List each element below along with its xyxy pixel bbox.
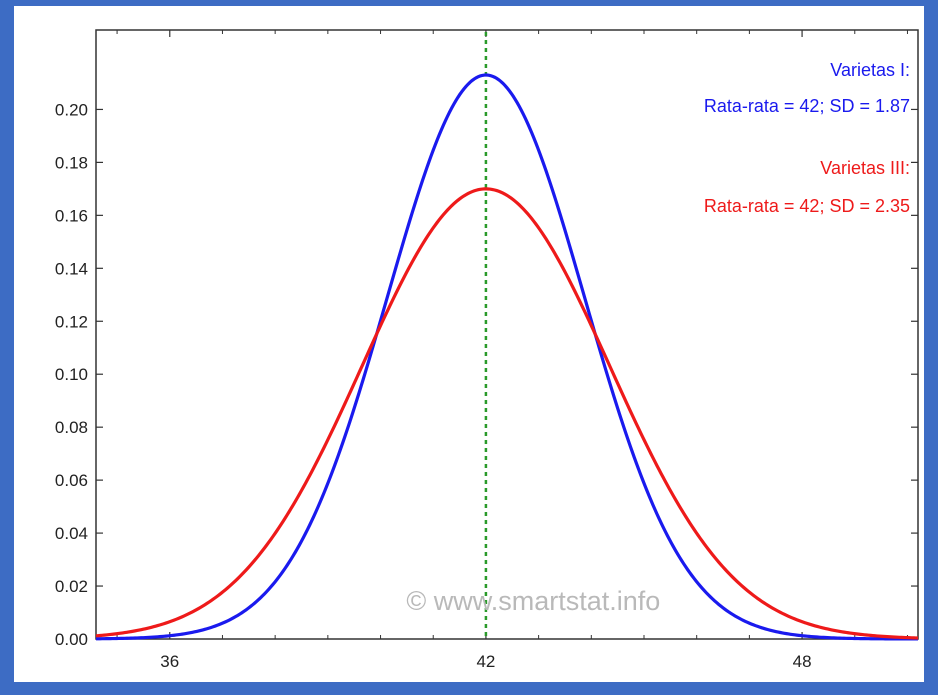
x-tick-label: 48	[793, 652, 812, 671]
legend-annotation-2: Varietas III: Rata-rata = 42; SD = 2.35	[704, 158, 910, 216]
y-tick-label: 0.04	[55, 524, 88, 543]
series-layer	[95, 73, 919, 641]
annotation-1-title: Varietas I:	[830, 60, 910, 80]
x-axis: 36 42 48	[116, 30, 908, 671]
series-line-1	[95, 73, 918, 641]
watermark-text: © www.smartstat.info	[406, 586, 660, 616]
annotation-1-stats: Rata-rata = 42; SD = 1.87	[704, 96, 910, 116]
y-tick-label: 0.20	[55, 100, 88, 119]
y-tick-label: 0.08	[55, 418, 88, 437]
y-tick-label: 0.00	[55, 630, 88, 649]
legend-annotation-1: Varietas I: Rata-rata = 42; SD = 1.87	[704, 60, 910, 116]
y-tick-label: 0.16	[55, 206, 88, 225]
y-tick-label: 0.12	[55, 312, 88, 331]
y-tick-label: 0.10	[55, 365, 88, 384]
y-tick-label: 0.14	[55, 259, 88, 278]
annotation-2-stats: Rata-rata = 42; SD = 2.35	[704, 196, 910, 216]
chart-frame: 0.00 0.02 0.04 0.06 0.08 0.10 0.12 0.14 0.16 0.18…	[14, 6, 924, 682]
annotation-2-title: Varietas III:	[820, 158, 910, 178]
series-line-2	[95, 187, 919, 640]
y-tick-label: 0.06	[55, 471, 88, 490]
y-tick-label: 0.02	[55, 577, 88, 596]
chart: 0.00 0.02 0.04 0.06 0.08 0.10 0.12 0.14 0.16 0.18…	[55, 29, 919, 671]
plot-area	[95, 29, 919, 640]
y-tick-label: 0.18	[55, 153, 88, 172]
x-tick-label: 42	[476, 652, 495, 671]
x-tick-label: 36	[160, 652, 179, 671]
y-axis: 0.00 0.02 0.04 0.06 0.08 0.10 0.12 0.14 0.16 0.18…	[55, 100, 918, 649]
